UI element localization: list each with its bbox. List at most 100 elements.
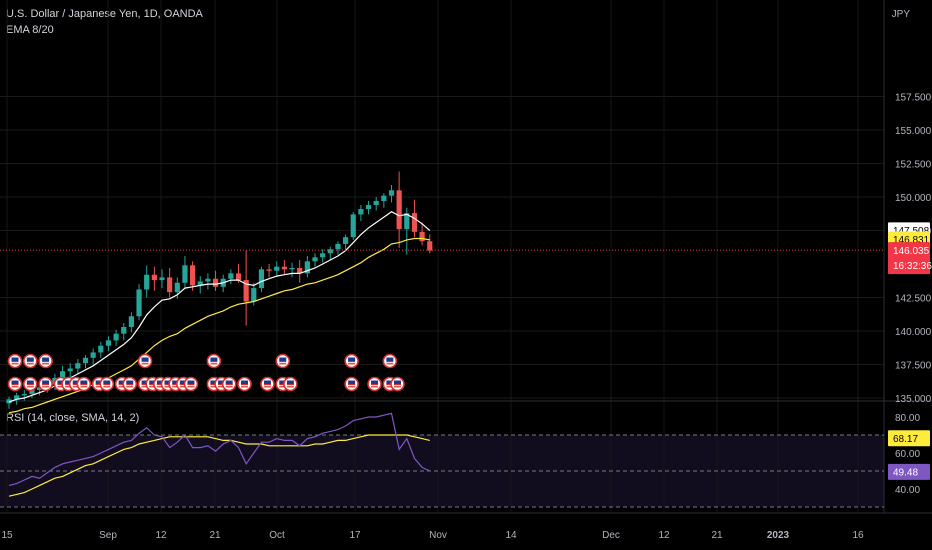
candle-body bbox=[320, 253, 326, 258]
flag-stripe bbox=[156, 386, 164, 388]
date-tick-label: 17 bbox=[349, 530, 361, 541]
flag-stripe bbox=[11, 363, 19, 365]
candle-body bbox=[113, 333, 119, 341]
candle-body bbox=[243, 280, 249, 302]
flag-stripe bbox=[218, 384, 226, 386]
flag-canton bbox=[279, 357, 287, 361]
candle-body bbox=[289, 268, 295, 270]
rsi-value-tag-bg bbox=[888, 430, 930, 447]
flag-stripe bbox=[42, 386, 50, 388]
date-tick-label: 2023 bbox=[767, 530, 790, 541]
flag-canton bbox=[26, 357, 34, 361]
flag-stripe bbox=[371, 386, 379, 388]
price-tick-label: 142.500 bbox=[895, 294, 932, 305]
flag-stripe bbox=[225, 384, 233, 386]
flag-stripe bbox=[164, 386, 172, 388]
ema-fast-price-tag: 147.508 bbox=[893, 226, 930, 237]
us-flag-icon bbox=[99, 376, 115, 392]
flag-canton bbox=[187, 380, 195, 384]
candle-body bbox=[98, 345, 104, 353]
candle-body bbox=[29, 389, 35, 394]
ema-indicator-legend[interactable]: EMA 8/20 bbox=[6, 24, 54, 36]
price-tick-label: 152.500 bbox=[895, 160, 932, 171]
flag-stripe bbox=[386, 386, 394, 388]
flag-stripe bbox=[164, 384, 172, 386]
candle-body bbox=[197, 281, 203, 286]
candle-body bbox=[358, 209, 364, 215]
flag-stripe bbox=[279, 384, 287, 386]
rsi-indicator-legend[interactable]: RSI (14, close, SMA, 14, 2) bbox=[6, 412, 140, 424]
flag-canton bbox=[348, 380, 356, 384]
us-flag-icon bbox=[137, 353, 153, 369]
flag-stripe bbox=[26, 363, 34, 365]
date-tick-label: 21 bbox=[711, 530, 723, 541]
us-flag-icon bbox=[283, 376, 298, 392]
candle-body bbox=[205, 278, 211, 282]
candle-body bbox=[373, 201, 379, 206]
candle-body bbox=[251, 288, 257, 302]
flag-canton bbox=[26, 380, 34, 384]
candle-body bbox=[159, 277, 165, 281]
candle-body bbox=[6, 399, 12, 404]
flag-canton bbox=[11, 357, 19, 361]
flag-canton bbox=[386, 357, 394, 361]
candle-body bbox=[274, 266, 280, 271]
flag-canton bbox=[263, 380, 271, 384]
rsi-value-tag: 68.17 bbox=[893, 434, 918, 445]
flag-stripe bbox=[210, 361, 218, 363]
flag-canton bbox=[210, 357, 218, 361]
flag-stripe bbox=[26, 361, 34, 363]
flag-stripe bbox=[80, 384, 88, 386]
flag-stripe bbox=[218, 386, 226, 388]
rsi-line bbox=[8, 412, 431, 486]
us-flag-icon bbox=[367, 376, 382, 392]
rsi-ma-value-tag-bg bbox=[888, 463, 930, 480]
flag-stripe bbox=[279, 361, 287, 363]
flag-canton bbox=[42, 357, 50, 361]
flag-stripe bbox=[179, 386, 187, 388]
flag-stripe bbox=[26, 386, 34, 388]
us-flag-icon bbox=[7, 376, 23, 392]
flag-stripe bbox=[118, 386, 126, 388]
flag-stripe bbox=[263, 384, 271, 386]
flag-stripe bbox=[348, 386, 356, 388]
flag-stripe bbox=[141, 363, 149, 365]
flag-stripe bbox=[141, 384, 149, 386]
ema-slow-price-tag: 146.831 bbox=[893, 235, 930, 246]
candle-body bbox=[14, 395, 20, 400]
us-flag-icon bbox=[344, 353, 359, 369]
price-tick-label: 150.000 bbox=[895, 193, 932, 204]
date-tick-label: 21 bbox=[209, 530, 221, 541]
price-tick-label: 137.500 bbox=[895, 361, 932, 372]
date-tick-label: 12 bbox=[155, 530, 167, 541]
flag-stripe bbox=[210, 363, 218, 365]
candle-body bbox=[350, 214, 356, 238]
last-price-tag: 146.035 bbox=[893, 246, 930, 257]
flag-canton bbox=[279, 380, 287, 384]
flag-stripe bbox=[65, 384, 73, 386]
candle-body bbox=[144, 274, 150, 290]
flag-stripe bbox=[95, 386, 103, 388]
candle-body bbox=[304, 261, 310, 274]
candle-body bbox=[343, 237, 349, 244]
flag-stripe bbox=[11, 384, 19, 386]
candle-body bbox=[128, 316, 134, 327]
flag-stripe bbox=[348, 363, 356, 365]
us-flag-icon bbox=[122, 376, 138, 392]
flag-canton bbox=[386, 380, 394, 384]
flag-canton bbox=[141, 357, 149, 361]
candle-body bbox=[121, 326, 127, 334]
flag-canton bbox=[80, 380, 88, 384]
flag-stripe bbox=[371, 384, 379, 386]
candle-body bbox=[190, 265, 196, 286]
last-price-tag-bg bbox=[888, 242, 930, 275]
flag-canton bbox=[72, 380, 80, 384]
candle-body bbox=[235, 273, 242, 281]
flag-stripe bbox=[386, 363, 394, 365]
us-flag-icon bbox=[260, 376, 275, 392]
candle-body bbox=[67, 368, 73, 372]
flag-canton bbox=[57, 380, 65, 384]
flag-canton bbox=[225, 380, 233, 384]
candle-body bbox=[228, 273, 234, 279]
